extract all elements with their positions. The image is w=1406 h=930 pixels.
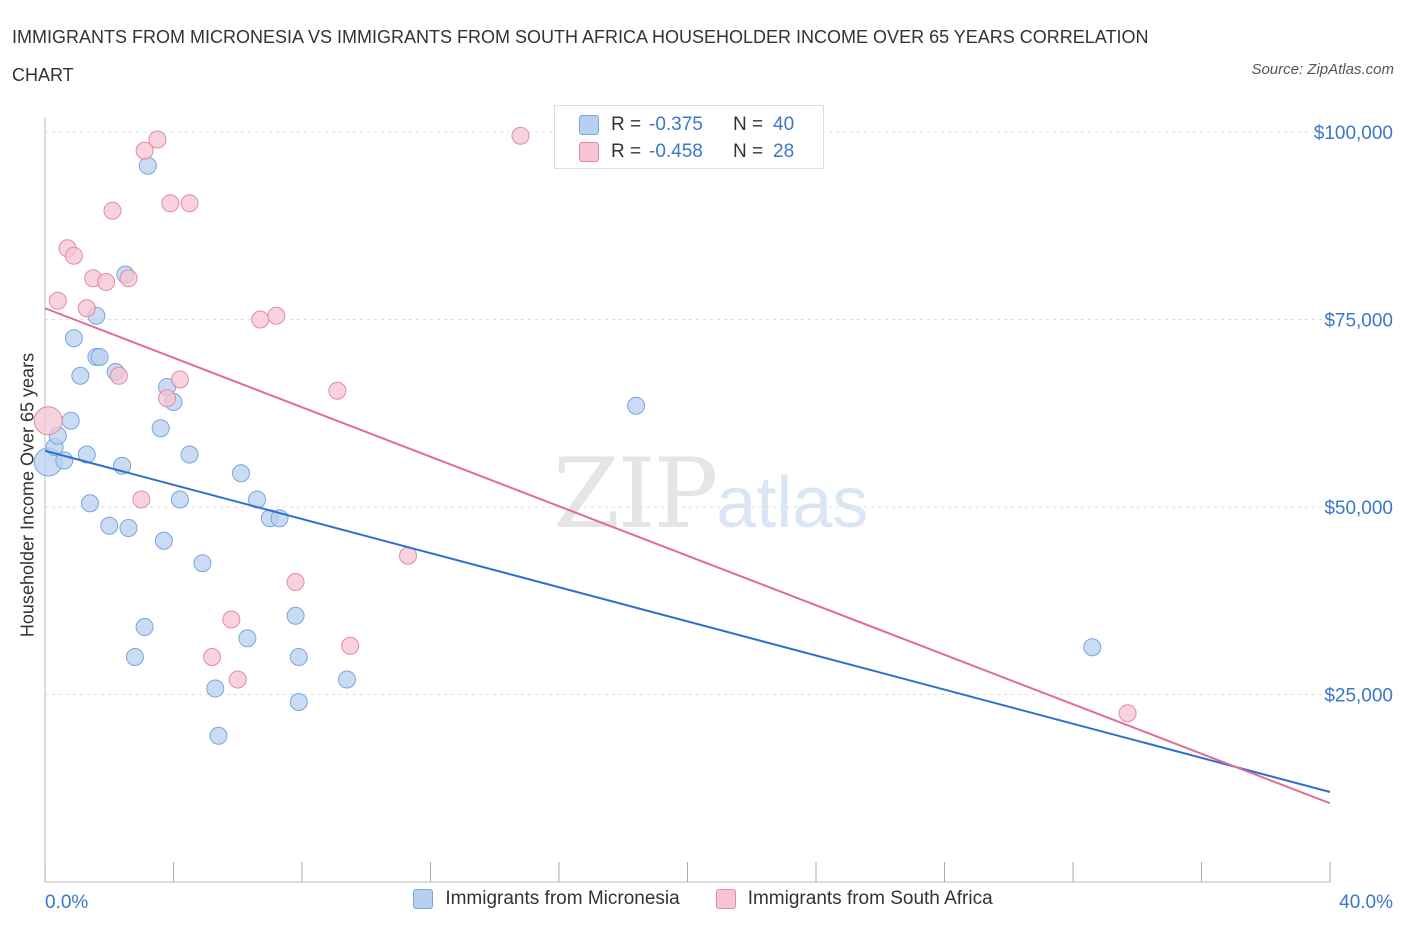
point-south-africa [148, 130, 167, 149]
point-south-africa [109, 366, 128, 385]
point-micronesia [125, 648, 144, 666]
n-label: N = [733, 114, 764, 135]
r-value: -0.458 [649, 141, 703, 162]
legend-label-south-africa: Immigrants from South Africa [747, 888, 993, 909]
point-south-africa [251, 310, 270, 329]
point-micronesia [119, 519, 138, 537]
point-micronesia [180, 445, 199, 464]
zipatlas-watermark: ZIPatlas [553, 438, 868, 550]
point-micronesia [151, 419, 170, 438]
point-south-africa [228, 670, 247, 689]
n-value: 40 [773, 114, 795, 135]
trendline-south-africa [44, 307, 1331, 805]
x-tick-label: 0.0% [45, 892, 88, 913]
stats-row-micronesia: R = -0.375 N = 40 [579, 114, 794, 136]
point-micronesia [90, 348, 109, 366]
point-south-africa [64, 246, 83, 265]
y-axis-label: Householder Income Over 65 years [17, 352, 38, 638]
point-micronesia [138, 156, 157, 175]
y-tick-label: $100,000 [1314, 123, 1393, 144]
point-south-africa [33, 406, 63, 436]
point-micronesia [77, 445, 96, 464]
point-south-africa [132, 490, 151, 509]
y-tick-label: $75,000 [1324, 311, 1393, 332]
point-micronesia [170, 490, 189, 509]
point-south-africa [158, 389, 177, 408]
point-south-africa [48, 291, 67, 310]
point-south-africa [222, 610, 241, 629]
point-micronesia [286, 606, 305, 625]
point-micronesia [206, 679, 225, 698]
legend-item-south-africa[interactable]: Immigrants from South Africa [715, 888, 993, 910]
point-south-africa [341, 636, 360, 655]
point-south-africa [97, 273, 116, 291]
stats-legend: R = -0.375 N = 40 R = -0.458 N = 28 [554, 105, 824, 169]
point-south-africa [103, 201, 122, 220]
legend-item-micronesia[interactable]: Immigrants from Micronesia [413, 888, 680, 910]
point-micronesia [289, 693, 308, 711]
point-micronesia [61, 411, 80, 430]
point-micronesia [193, 554, 212, 573]
n-label: N = [733, 141, 764, 162]
trendline-micronesia [44, 449, 1331, 793]
y-tick-label: $50,000 [1324, 498, 1393, 519]
stats-row-south-africa: R = -0.458 N = 28 [579, 141, 794, 163]
series-legend: Immigrants from Micronesia Immigrants fr… [0, 888, 1406, 910]
point-micronesia [627, 396, 646, 415]
point-micronesia [100, 516, 119, 535]
point-micronesia [135, 618, 154, 636]
legend-label-micronesia: Immigrants from Micronesia [445, 888, 680, 909]
watermark-zip: ZIP [553, 438, 718, 550]
micronesia-swatch [579, 115, 599, 135]
point-south-africa [203, 648, 222, 666]
watermark-atlas: atlas [716, 463, 869, 543]
point-south-africa [399, 546, 418, 565]
south-africa-legend-swatch [715, 889, 736, 909]
point-south-africa [135, 141, 154, 160]
point-micronesia [337, 670, 356, 689]
point-micronesia [1083, 638, 1102, 657]
point-south-africa [161, 194, 180, 213]
r-label: R = [611, 114, 642, 135]
point-micronesia [71, 366, 90, 385]
point-micronesia [238, 629, 257, 648]
micronesia-legend-swatch [413, 889, 434, 909]
r-value: -0.375 [649, 114, 703, 135]
point-micronesia [80, 494, 99, 513]
x-tick-label: 40.0% [1339, 892, 1393, 913]
point-south-africa [180, 194, 199, 213]
point-south-africa [286, 573, 305, 591]
point-south-africa [267, 306, 286, 325]
y-tick-label: $25,000 [1324, 686, 1393, 707]
point-south-africa [1118, 704, 1137, 723]
point-south-africa [77, 299, 96, 318]
south-africa-swatch [579, 142, 599, 162]
chart-title: IMMIGRANTS FROM MICRONESIA VS IMMIGRANTS… [12, 27, 1149, 85]
point-south-africa [511, 126, 530, 145]
point-micronesia [289, 648, 308, 666]
point-micronesia [64, 329, 83, 348]
point-micronesia [154, 531, 173, 550]
point-south-africa [170, 370, 189, 389]
point-micronesia [209, 726, 228, 745]
point-micronesia [231, 464, 250, 483]
point-south-africa [119, 269, 138, 288]
source-label: Source: ZipAtlas.com [1251, 61, 1394, 78]
r-label: R = [611, 141, 642, 162]
point-south-africa [328, 381, 347, 400]
n-value: 28 [773, 141, 795, 162]
